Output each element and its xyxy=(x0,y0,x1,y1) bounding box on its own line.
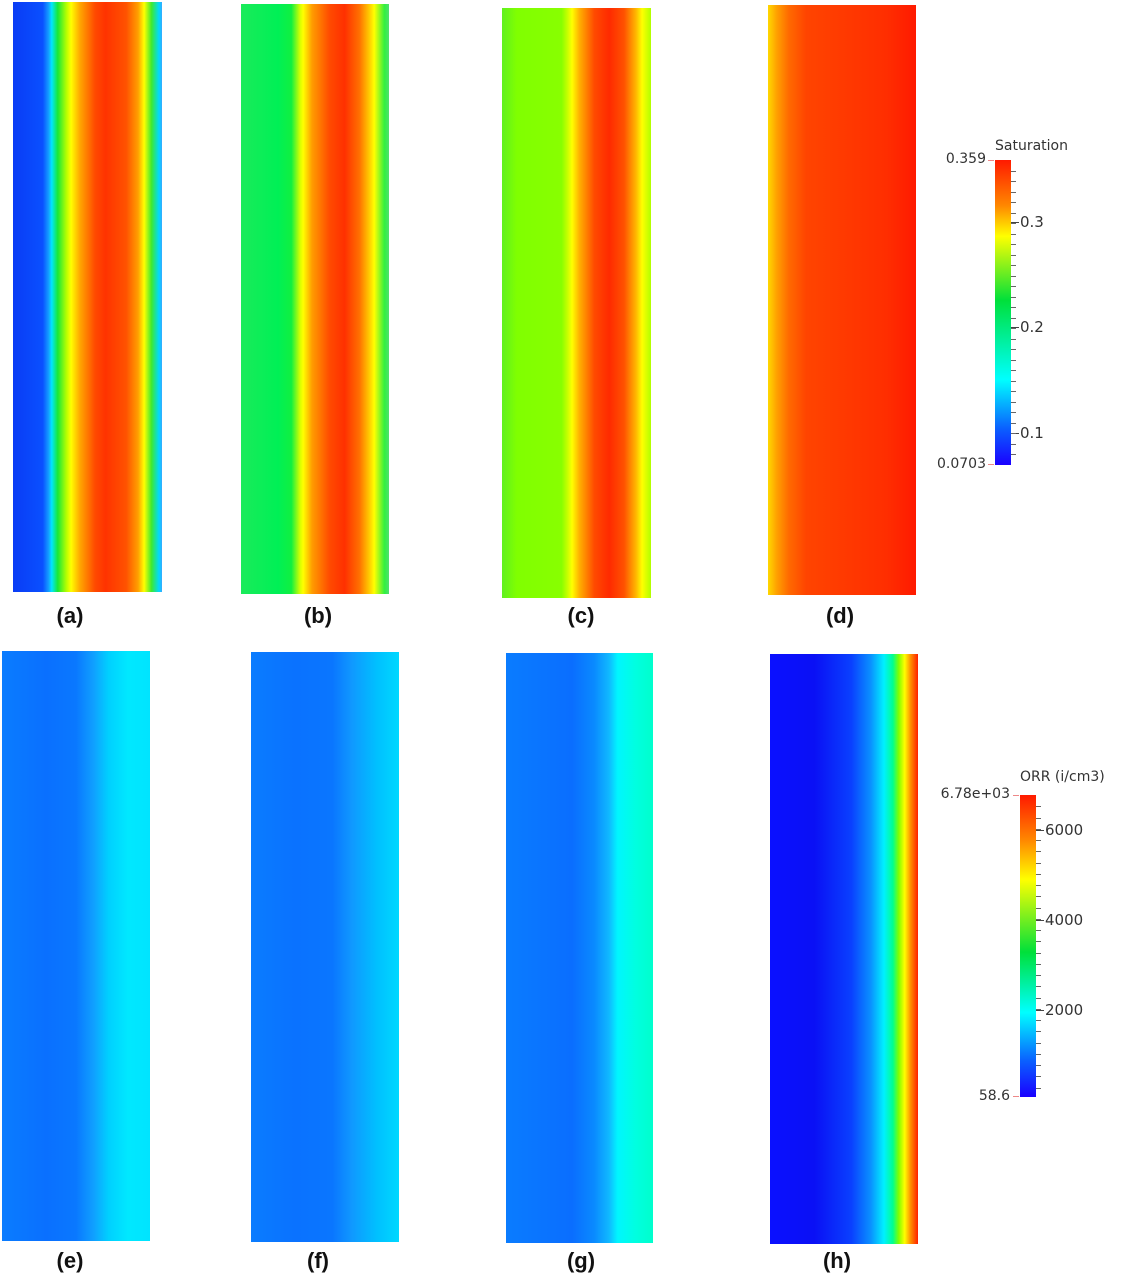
saturation-panel-c xyxy=(502,8,651,598)
colorbar-minor-tick xyxy=(1036,863,1041,864)
colorbar-minor-tick xyxy=(1011,244,1016,245)
colorbar-minor-tick xyxy=(1036,829,1041,830)
colorbar-minor-tick xyxy=(1011,370,1016,371)
colorbar-minor-tick xyxy=(1011,339,1016,340)
orr-panel-f xyxy=(251,652,399,1242)
colorbar-minor-tick xyxy=(1011,223,1016,224)
colorbar-minor-tick xyxy=(1036,953,1041,954)
colorbar-minor-tick xyxy=(1011,444,1016,445)
colorbar-minor-tick xyxy=(1011,202,1016,203)
colorbar-minor-tick xyxy=(1011,181,1016,182)
saturation-panel-a xyxy=(13,2,162,592)
saturation-panel-d xyxy=(768,5,916,595)
panel-label-d: (d) xyxy=(825,603,855,628)
saturation-colorbar xyxy=(995,160,1011,465)
colorbar-minor-tick xyxy=(1036,1031,1041,1032)
colorbar-minor-tick xyxy=(1036,1088,1041,1089)
orr-colorbar-title: ORR (i/cm3) xyxy=(1020,769,1105,785)
colorbar-minor-tick xyxy=(1036,1054,1041,1055)
panel-label-f: (f) xyxy=(307,1248,329,1273)
colorbar-minor-tick xyxy=(1036,806,1041,807)
colorbar-minor-tick xyxy=(1036,840,1041,841)
orr-tick-label-2000: 2000 xyxy=(1045,1001,1084,1019)
colorbar-minor-tick xyxy=(1011,360,1016,361)
saturation-min-tick xyxy=(988,464,994,465)
colorbar-minor-tick xyxy=(1011,213,1016,214)
colorbar-minor-tick xyxy=(1011,381,1016,382)
panel-label-g: (g) xyxy=(566,1248,596,1273)
colorbar-minor-tick xyxy=(1011,423,1016,424)
colorbar-minor-tick xyxy=(1036,908,1041,909)
colorbar-minor-tick xyxy=(1036,1009,1041,1010)
panel-label-h: (h) xyxy=(822,1248,852,1273)
colorbar-minor-tick xyxy=(1036,885,1041,886)
panel-label-a: (a) xyxy=(56,603,84,628)
colorbar-minor-tick xyxy=(1036,1065,1041,1066)
colorbar-minor-tick xyxy=(1036,1076,1041,1077)
colorbar-minor-tick xyxy=(1036,998,1041,999)
colorbar-minor-tick xyxy=(1036,975,1041,976)
colorbar-minor-tick xyxy=(1011,171,1016,172)
orr-min-label: 58.6 xyxy=(978,1088,1010,1104)
colorbar-minor-tick xyxy=(1011,307,1016,308)
orr-panel-e xyxy=(2,651,150,1241)
colorbar-minor-tick xyxy=(1011,297,1016,298)
colorbar-minor-tick xyxy=(1011,454,1016,455)
saturation-tick-label-03: 0.3 xyxy=(1020,213,1044,231)
colorbar-minor-tick xyxy=(1036,851,1041,852)
colorbar-minor-tick xyxy=(1036,964,1041,965)
colorbar-minor-tick xyxy=(1011,433,1016,434)
orr-panel-g xyxy=(506,653,653,1243)
colorbar-minor-tick xyxy=(1011,349,1016,350)
saturation-min-label: 0.0703 xyxy=(937,456,986,472)
colorbar-minor-tick xyxy=(1011,412,1016,413)
orr-tick-6000 xyxy=(1036,830,1044,831)
colorbar-minor-tick xyxy=(1036,874,1041,875)
colorbar-minor-tick xyxy=(1036,930,1041,931)
colorbar-minor-tick xyxy=(1011,391,1016,392)
colorbar-minor-tick xyxy=(1036,941,1041,942)
colorbar-minor-tick xyxy=(1036,1020,1041,1021)
colorbar-minor-tick xyxy=(1011,286,1016,287)
colorbar-minor-tick xyxy=(1011,192,1016,193)
colorbar-minor-tick xyxy=(1036,1043,1041,1044)
colorbar-minor-tick xyxy=(1011,318,1016,319)
colorbar-minor-tick xyxy=(1011,276,1016,277)
orr-max-label: 6.78e+03 xyxy=(940,786,1010,802)
colorbar-minor-tick xyxy=(1036,919,1041,920)
panel-label-e: (e) xyxy=(56,1248,84,1273)
saturation-tick-02 xyxy=(1011,327,1019,328)
orr-max-tick xyxy=(1013,795,1019,796)
colorbar-minor-tick xyxy=(1036,986,1041,987)
orr-tick-4000 xyxy=(1036,920,1044,921)
panel-label-c: (c) xyxy=(567,603,595,628)
colorbar-minor-tick xyxy=(1011,265,1016,266)
orr-panel-h xyxy=(770,654,918,1244)
panel-label-b: (b) xyxy=(303,603,333,628)
orr-tick-label-4000: 4000 xyxy=(1045,911,1084,929)
orr-tick-label-6000: 6000 xyxy=(1045,821,1084,839)
saturation-tick-label-01: 0.1 xyxy=(1020,424,1044,442)
orr-colorbar xyxy=(1020,795,1036,1097)
colorbar-minor-tick xyxy=(1011,255,1016,256)
colorbar-minor-tick xyxy=(1036,818,1041,819)
saturation-colorbar-title: Saturation xyxy=(995,138,1068,154)
colorbar-minor-tick xyxy=(1011,402,1016,403)
saturation-max-tick xyxy=(988,160,994,161)
saturation-panel-b xyxy=(241,4,389,594)
colorbar-minor-tick xyxy=(1036,896,1041,897)
saturation-tick-label-02: 0.2 xyxy=(1020,318,1044,336)
colorbar-minor-tick xyxy=(1011,328,1016,329)
orr-tick-2000 xyxy=(1036,1010,1044,1011)
saturation-max-label: 0.359 xyxy=(945,151,986,167)
saturation-tick-03 xyxy=(1011,222,1019,223)
orr-min-tick xyxy=(1013,1096,1019,1097)
colorbar-minor-tick xyxy=(1011,234,1016,235)
